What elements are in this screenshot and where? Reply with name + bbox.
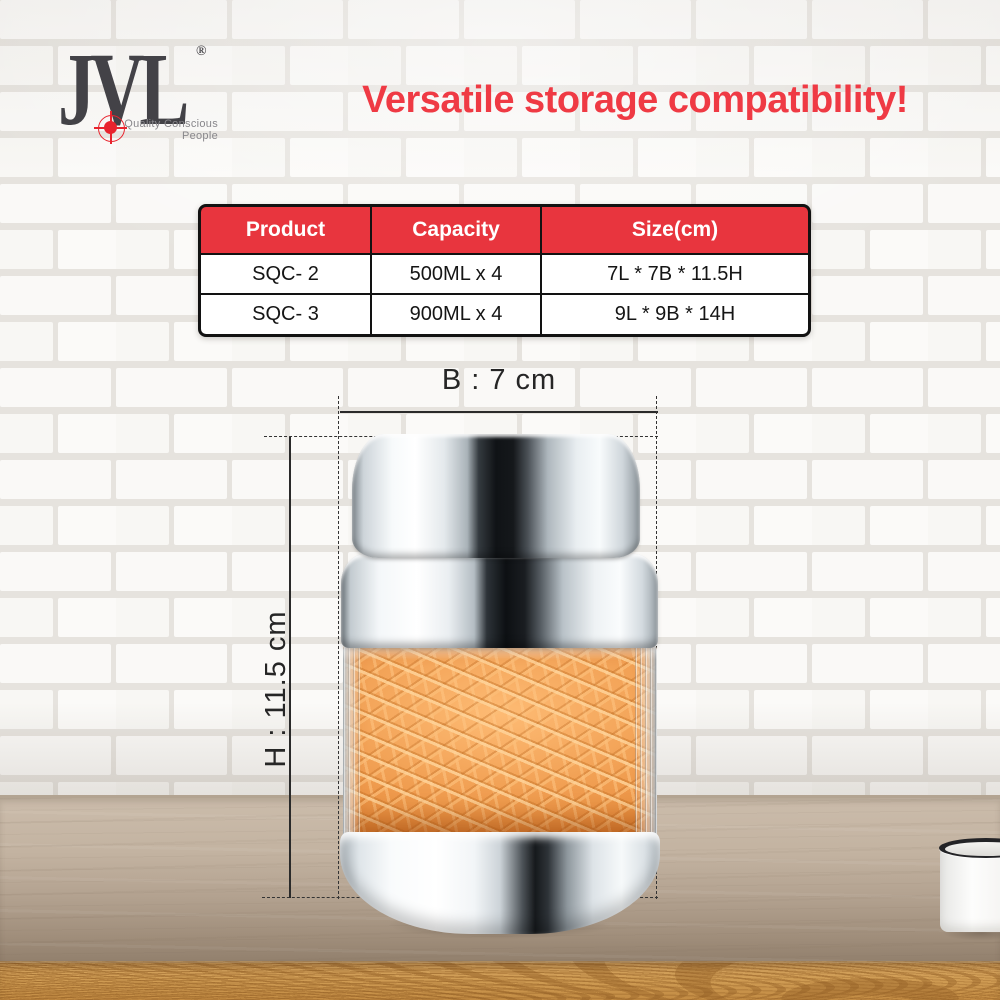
target-ring bbox=[98, 115, 125, 142]
glass-top-sheen bbox=[343, 646, 657, 660]
width-measure-label: B : 7 cm bbox=[441, 364, 557, 396]
tagline-line-2: People bbox=[181, 129, 218, 142]
jar-bottom-steel-band bbox=[340, 832, 660, 934]
width-measure-line bbox=[340, 411, 658, 413]
brand-tagline: Quality Conscious People bbox=[122, 118, 218, 142]
height-measure-label: H : 11.5 cm bbox=[260, 610, 292, 768]
dashed-guide-left bbox=[338, 396, 339, 899]
spec-cell-size-row1: 7L * 7B * 11.5H bbox=[540, 253, 808, 293]
spec-cell-product-row1: SQC- 2 bbox=[201, 253, 370, 293]
jar-steel-collar bbox=[341, 554, 658, 648]
jar-glass-body bbox=[343, 646, 657, 838]
spec-cell-capacity-row2: 900ML x 4 bbox=[370, 293, 540, 334]
glass-right-reflection bbox=[635, 646, 657, 838]
glass-left-reflection bbox=[343, 646, 361, 838]
page-title: Versatile storage compatibility! bbox=[362, 79, 908, 121]
target-dot bbox=[104, 121, 117, 134]
tagline-line-1: Quality Conscious bbox=[124, 118, 218, 130]
jar-steel-lid-knob bbox=[352, 434, 640, 558]
registered-trademark-symbol: ® bbox=[196, 44, 207, 59]
side-cup bbox=[939, 838, 1000, 932]
spec-cell-capacity-row1: 500ML x 4 bbox=[370, 253, 540, 293]
spec-table-header-product: Product bbox=[201, 207, 370, 253]
height-measure-line bbox=[289, 437, 291, 898]
spec-table-header-capacity: Capacity bbox=[370, 207, 540, 253]
spec-table-header-size: Size(cm) bbox=[540, 207, 808, 253]
jar-snack-contents bbox=[343, 646, 657, 838]
cup-rim-inner bbox=[945, 842, 1000, 856]
spec-cell-product-row2: SQC- 3 bbox=[201, 293, 370, 334]
table-front-edge bbox=[0, 961, 1000, 1000]
spec-table: Product Capacity Size(cm) SQC- 2 500ML x… bbox=[198, 204, 811, 337]
spec-cell-size-row2: 9L * 9B * 14H bbox=[540, 293, 808, 334]
